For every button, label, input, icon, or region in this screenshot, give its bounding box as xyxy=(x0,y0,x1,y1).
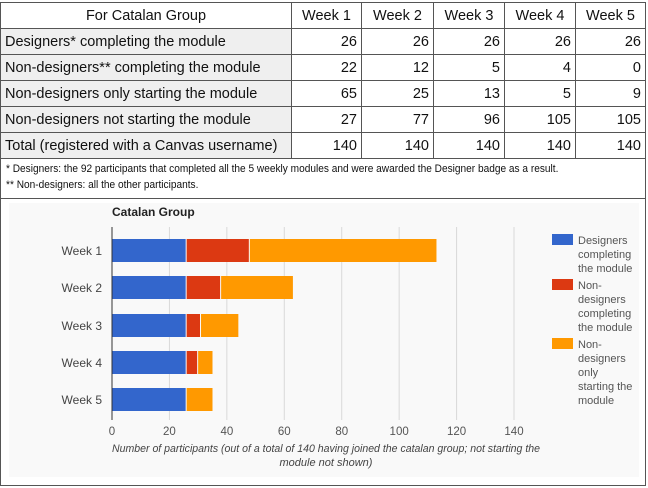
table-header-row: For Catalan Group Week 1 Week 2 Week 3 W… xyxy=(0,2,646,29)
legend-swatch xyxy=(552,338,573,349)
cell-week-3: 5 xyxy=(433,54,505,81)
header-week-4: Week 4 xyxy=(504,2,576,29)
table-row: Designers* completing the module 26 26 26 26… xyxy=(0,28,646,55)
cell-week-3: 140 xyxy=(433,132,505,159)
bar-segment xyxy=(112,388,186,411)
chart-container: Week 1 Week 2 Week 3 Week 4 Week 5 0 20 40 60 80 1… xyxy=(0,198,646,486)
cell-week-4: 140 xyxy=(504,132,576,159)
category-label: Week 3 xyxy=(62,319,103,333)
cell-week-1: 27 xyxy=(291,106,362,133)
cell-week-2: 25 xyxy=(361,80,434,107)
legend-label: completing xyxy=(578,249,631,261)
row-label: Designers* completing the module xyxy=(0,28,292,55)
cell-week-5: 105 xyxy=(575,106,646,133)
category-label: Week 2 xyxy=(62,281,103,295)
x-tick-label: 140 xyxy=(504,426,523,438)
x-tick-label: 0 xyxy=(109,426,115,438)
cell-week-1: 22 xyxy=(291,54,362,81)
bar-segment xyxy=(186,239,249,262)
bar-segment xyxy=(112,314,186,337)
bar-segment xyxy=(198,351,213,374)
bar-segment xyxy=(221,276,293,299)
legend-label: Non- xyxy=(578,280,602,292)
cell-week-2: 140 xyxy=(361,132,434,159)
header-week-1: Week 1 xyxy=(291,2,362,29)
cell-week-5: 26 xyxy=(575,28,646,55)
bar-segment xyxy=(249,239,437,262)
cell-week-4: 4 xyxy=(504,54,576,81)
cell-week-2: 26 xyxy=(361,28,434,55)
legend-label: Non- xyxy=(578,339,602,351)
x-tick-label: 60 xyxy=(278,426,291,438)
cell-week-4: 26 xyxy=(504,28,576,55)
legend-label: the module xyxy=(578,263,632,275)
category-label: Week 4 xyxy=(62,356,103,370)
x-axis-title: Number of participants (out of a total o… xyxy=(112,443,540,455)
row-label: Total (registered with a Canvas username… xyxy=(0,132,292,159)
legend-label: completing xyxy=(578,308,631,320)
cell-week-3: 13 xyxy=(433,80,505,107)
legend-swatch xyxy=(552,279,573,290)
row-label: Non-designers** completing the module xyxy=(0,54,292,81)
row-label: Non-designers not starting the module xyxy=(0,106,292,133)
table-row: Non-designers not starting the module 27 7… xyxy=(0,106,646,133)
cell-week-2: 12 xyxy=(361,54,434,81)
table-row: Non-designers** completing the module 22 1… xyxy=(0,54,646,81)
cell-week-5: 9 xyxy=(575,80,646,107)
category-label: Week 1 xyxy=(62,244,103,258)
stacked-bar-chart: Week 1 Week 2 Week 3 Week 4 Week 5 0 20 40 60 80 1… xyxy=(9,203,639,477)
bar-segment xyxy=(112,276,186,299)
legend-swatch xyxy=(552,234,573,245)
cell-week-1: 26 xyxy=(291,28,362,55)
x-axis-title: module not shown) xyxy=(280,457,373,469)
x-tick-label: 80 xyxy=(335,426,348,438)
category-label: Week 5 xyxy=(62,393,103,407)
x-tick-label: 40 xyxy=(220,426,233,438)
footnote-designers: * Designers: the 92 participants that co… xyxy=(6,163,559,175)
legend-label: starting the xyxy=(578,381,632,393)
cell-week-5: 0 xyxy=(575,54,646,81)
header-week-5: Week 5 xyxy=(575,2,646,29)
cell-week-1: 65 xyxy=(291,80,362,107)
x-tick-label: 100 xyxy=(390,426,409,438)
legend-label: Designers xyxy=(578,235,628,247)
chart-title: Catalan Group xyxy=(112,205,195,219)
cell-week-2: 77 xyxy=(361,106,434,133)
bar-segment xyxy=(186,276,221,299)
bar-segment xyxy=(112,351,186,374)
header-week-3: Week 3 xyxy=(433,2,505,29)
legend-label: designers xyxy=(578,353,626,365)
header-group: For Catalan Group xyxy=(0,2,292,29)
cell-week-4: 5 xyxy=(504,80,576,107)
cell-week-1: 140 xyxy=(291,132,362,159)
cell-week-3: 96 xyxy=(433,106,505,133)
cell-week-5: 140 xyxy=(575,132,646,159)
bar-segment xyxy=(186,388,213,411)
bar-segment xyxy=(186,351,198,374)
bar-segment xyxy=(112,239,186,262)
legend-label: module xyxy=(578,395,614,407)
x-tick-label: 20 xyxy=(163,426,176,438)
footnote-non-designers: ** Non-designers: all the other particip… xyxy=(6,179,199,191)
x-tick-label: 120 xyxy=(447,426,466,438)
footnotes: * Designers: the 92 participants that co… xyxy=(0,158,646,199)
cell-week-3: 26 xyxy=(433,28,505,55)
cell-week-4: 105 xyxy=(504,106,576,133)
bar-segment xyxy=(201,314,239,337)
legend-label: only xyxy=(578,367,599,379)
legend-label: designers xyxy=(578,294,626,306)
header-week-2: Week 2 xyxy=(361,2,434,29)
bar-segment xyxy=(186,314,201,337)
table-row: Non-designers only starting the module 65… xyxy=(0,80,646,107)
legend-label: the module xyxy=(578,322,632,334)
table-row: Total (registered with a Canvas username… xyxy=(0,132,646,159)
data-table: For Catalan Group Week 1 Week 2 Week 3 W… xyxy=(0,2,646,159)
row-label: Non-designers only starting the module xyxy=(0,80,292,107)
